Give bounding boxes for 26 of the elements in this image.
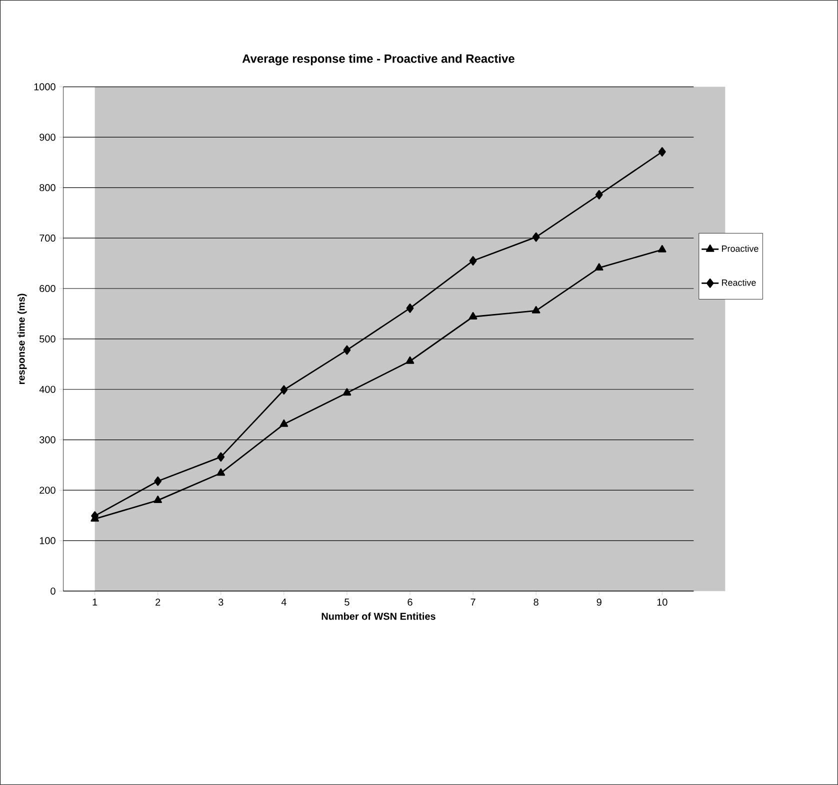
x-tick-label: 9 xyxy=(596,598,602,606)
x-tick-label: 3 xyxy=(218,598,224,606)
x-tick-label: 10 xyxy=(657,598,668,606)
y-tick-label: 400 xyxy=(39,386,56,393)
y-tick-label: 1000 xyxy=(34,83,56,90)
y-tick-label: 200 xyxy=(40,486,56,494)
y-tick-label: 500 xyxy=(40,335,56,342)
y-tick-label: 800 xyxy=(40,184,56,192)
y-axis-title: response time (ms) xyxy=(17,294,27,384)
y-tick-label: 900 xyxy=(40,134,56,141)
y-tick-label: 600 xyxy=(40,285,56,292)
chart-title: Average response time - Proactive and Reactive xyxy=(242,54,514,66)
x-tick-label: 1 xyxy=(92,598,98,606)
y-tick-label: 100 xyxy=(40,537,56,544)
x-tick-label: 7 xyxy=(470,598,476,606)
x-tick-label: 2 xyxy=(156,598,160,606)
legend-label: Proactive xyxy=(722,245,758,252)
x-tick-label: 8 xyxy=(534,598,538,606)
y-tick-label: 700 xyxy=(40,234,56,242)
legend-label: Reactive xyxy=(722,279,756,286)
x-tick-label: 4 xyxy=(281,598,286,606)
x-tick-label: 6 xyxy=(408,598,412,606)
x-axis-title: Number of WSN Entities xyxy=(322,612,436,620)
y-tick-label: 300 xyxy=(40,436,56,444)
x-tick-label: 5 xyxy=(344,598,350,606)
y-tick-label: 0 xyxy=(50,588,56,595)
